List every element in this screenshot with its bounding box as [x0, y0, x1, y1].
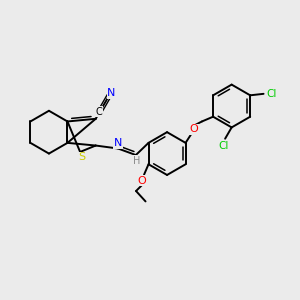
Text: C: C [95, 107, 102, 117]
Text: H: H [133, 156, 140, 166]
Text: Cl: Cl [218, 141, 229, 151]
Text: S: S [78, 152, 85, 162]
Text: N: N [107, 88, 116, 98]
Text: N: N [114, 138, 122, 148]
Text: O: O [190, 124, 198, 134]
Text: Cl: Cl [266, 89, 277, 99]
Text: O: O [138, 176, 146, 186]
